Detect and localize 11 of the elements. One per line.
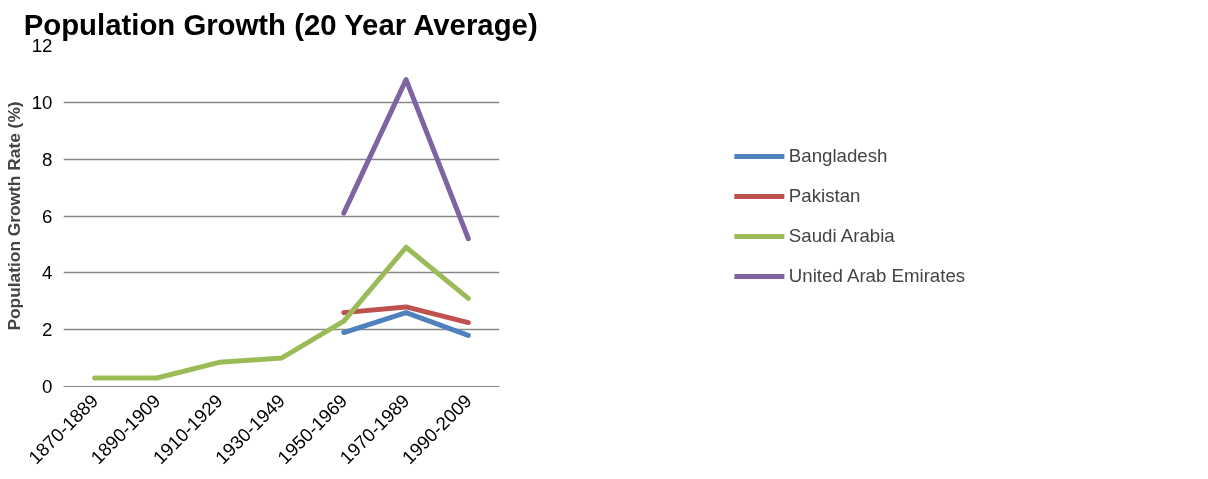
legend-label: United Arab Emirates	[788, 264, 966, 287]
legend-label: Pakistan	[788, 184, 861, 207]
legend-label: Bangladesh	[788, 144, 888, 167]
y-tick-label: 6	[42, 205, 53, 227]
y-tick-label: 4	[42, 262, 53, 284]
legend-label: Saudi Arabia	[788, 224, 895, 247]
y-axis-title: Population Growth Rate (%)	[3, 101, 24, 331]
y-tick-label: 10	[31, 91, 53, 113]
y-tick-label: 2	[42, 319, 53, 341]
y-tick-label: 8	[42, 148, 53, 170]
y-tick-label: 0	[42, 376, 53, 397]
